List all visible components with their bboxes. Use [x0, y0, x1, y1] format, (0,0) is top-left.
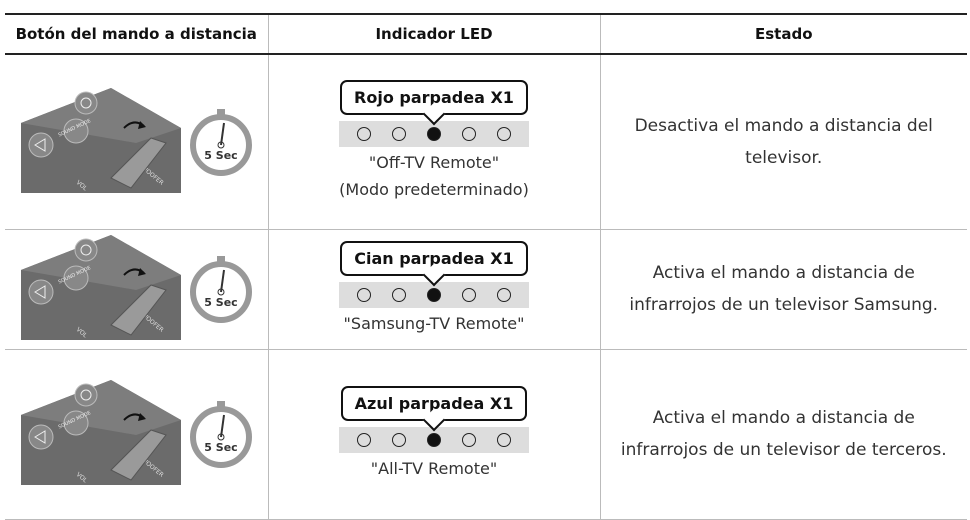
led	[392, 288, 407, 302]
led	[496, 288, 511, 302]
led	[426, 127, 441, 142]
document: Botón del mando a distancia Indicador LE…	[5, 13, 967, 520]
led-strip	[339, 427, 529, 453]
status-cell: Activa el mando a distancia de infrarroj…	[599, 229, 967, 350]
mode-text: "Off-TV Remote"	[368, 153, 500, 173]
led	[496, 127, 511, 142]
status-cell: Desactiva el mando a distancia del telev…	[599, 54, 967, 230]
led-cell: Rojo parpadea X1 "Off-TV Remote" (Modo p…	[267, 54, 600, 230]
remote-illustration: SOUND MODE WOOFER VOL 5 Sec	[21, 380, 253, 485]
led	[461, 127, 476, 142]
led-callout: Azul parpadea X1	[340, 386, 528, 421]
status-cell: Activa el mando a distancia de infrarroj…	[599, 349, 967, 520]
table-row: SOUND MODE WOOFER VOL 5 Sec Cian parpade…	[5, 229, 967, 350]
table-row: SOUND MODE WOOFER VOL 5 Sec Rojo parpade…	[5, 54, 967, 230]
timer-label: 5 Sec	[205, 296, 238, 309]
led	[426, 288, 441, 302]
led-callout: Cian parpadea X1	[340, 241, 528, 276]
button-cell: SOUND MODE WOOFER VOL 5 Sec	[5, 349, 268, 520]
led	[357, 433, 372, 447]
remote-illustration: SOUND MODE WOOFER VOL 5 Sec	[21, 235, 253, 340]
led	[392, 433, 407, 447]
led	[392, 127, 407, 142]
timer-label: 5 Sec	[205, 149, 238, 162]
header-cell: Botón del mando a distancia	[5, 13, 268, 55]
header-row: Botón del mando a distancia Indicador LE…	[5, 13, 967, 55]
table-body: SOUND MODE WOOFER VOL 5 Sec Rojo parpade…	[5, 54, 967, 520]
note-text: (Modo predeterminado)	[339, 180, 529, 200]
led-strip	[339, 121, 529, 148]
header-cell: Indicador LED	[267, 13, 600, 55]
mode-text: "Samsung-TV Remote"	[343, 314, 525, 333]
led	[461, 433, 476, 447]
led-cell: Cian parpadea X1 "Samsung-TV Remote"	[267, 229, 600, 350]
led	[496, 433, 511, 447]
led-callout: Rojo parpadea X1	[340, 80, 528, 116]
led-cell: Azul parpadea X1 "All-TV Remote"	[267, 349, 600, 520]
mode-text: "All-TV Remote"	[370, 459, 498, 478]
table: Botón del mando a distancia Indicador LE…	[5, 13, 967, 520]
timer-label: 5 Sec	[205, 441, 238, 454]
button-cell: SOUND MODE WOOFER VOL 5 Sec	[5, 229, 268, 350]
led	[357, 127, 372, 142]
led	[461, 288, 476, 302]
led-strip	[339, 282, 529, 308]
header-cell: Estado	[599, 13, 967, 55]
table-row: SOUND MODE WOOFER VOL 5 Sec Azul parpade…	[5, 349, 967, 520]
led	[357, 288, 372, 302]
led	[426, 433, 441, 447]
remote-illustration: SOUND MODE WOOFER VOL 5 Sec	[21, 87, 253, 193]
button-cell: SOUND MODE WOOFER VOL 5 Sec	[5, 54, 268, 230]
